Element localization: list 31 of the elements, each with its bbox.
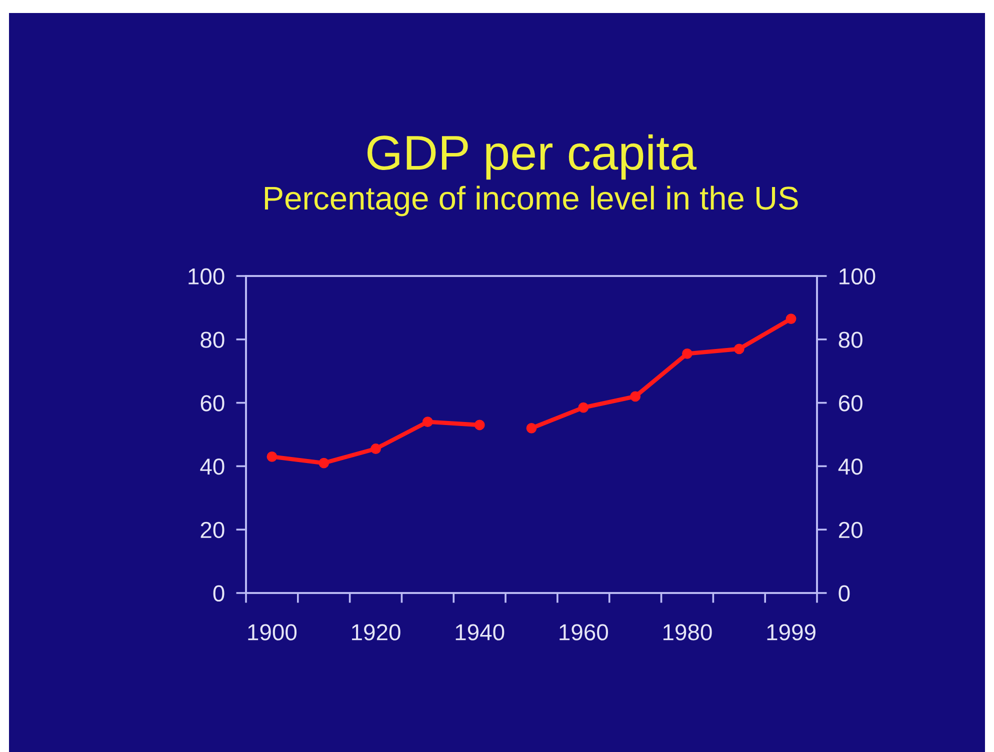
y2-tick-label: 80 [838, 332, 862, 348]
point [318, 458, 330, 468]
point [526, 422, 537, 434]
y-tick-label: 20 [200, 522, 224, 538]
x-tick-label: 1900 [248, 624, 297, 640]
point [266, 451, 278, 462]
y-tick-label: 40 [200, 458, 224, 475]
x-tick-label: 1920 [352, 624, 400, 640]
point [786, 314, 796, 324]
x-tick-label: 1999 [767, 624, 816, 640]
y2-tick-label: 60 [838, 395, 862, 412]
chart-subtitle: Percentage of income level in the US [264, 186, 798, 216]
chart-title: GDP per capita [368, 134, 697, 180]
x-tick-label: 1960 [560, 624, 608, 640]
point [474, 420, 485, 430]
y2-tick-label: 20 [838, 522, 862, 538]
y-tick-label: 0 [213, 585, 224, 602]
x-tick-label: 1940 [456, 624, 504, 640]
point [370, 444, 381, 454]
y-tick-label: 60 [200, 395, 224, 412]
point [578, 402, 589, 413]
y2-tick-label: 40 [838, 458, 862, 475]
point [734, 344, 744, 354]
point [682, 348, 692, 359]
y2-tick-label: 100 [840, 268, 876, 285]
point [422, 416, 433, 428]
y-tick-label: 80 [200, 332, 224, 348]
point [630, 391, 641, 402]
y-tick-label: 100 [188, 268, 224, 285]
y2-tick-label: 0 [838, 585, 850, 602]
x-tick-label: 1980 [663, 624, 712, 640]
